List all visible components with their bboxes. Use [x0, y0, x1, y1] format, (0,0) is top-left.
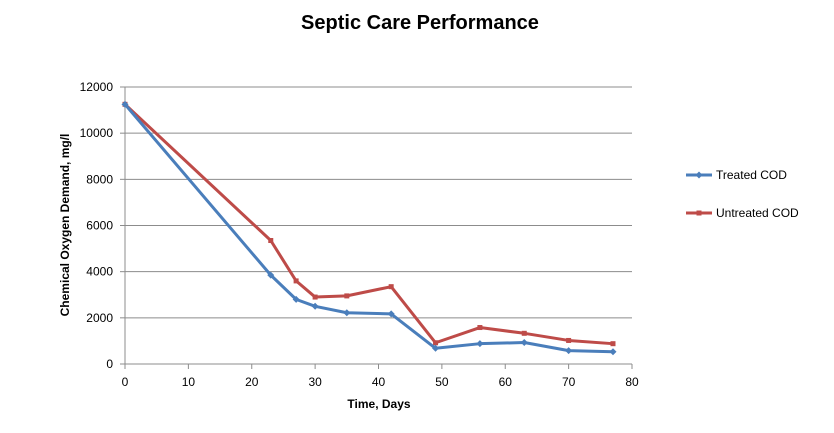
data-point: [432, 344, 440, 352]
legend-label: Untreated COD: [716, 206, 799, 220]
data-point: [292, 295, 300, 303]
data-point: [388, 284, 394, 290]
data-point: [268, 238, 274, 244]
legend-item: Treated COD: [686, 168, 787, 182]
x-tick-label: 0: [122, 375, 129, 389]
data-point: [521, 330, 527, 336]
y-tick-label: 4000: [86, 265, 113, 279]
y-tick-label: 2000: [86, 311, 113, 325]
data-point: [609, 348, 617, 356]
y-axis-label: Chemical Oxygen Demand, mg/l: [58, 134, 72, 317]
x-tick-label: 10: [182, 375, 196, 389]
legend-item: Untreated COD: [686, 206, 799, 220]
data-point: [121, 100, 129, 108]
y-tick-label: 0: [106, 357, 113, 371]
x-tick-label: 70: [562, 375, 576, 389]
data-point: [520, 339, 528, 347]
y-tick-label: 12000: [80, 80, 114, 94]
data-point: [433, 340, 439, 346]
legend-label: Treated COD: [716, 168, 787, 182]
series-line: [123, 103, 614, 346]
y-tick-label: 8000: [86, 172, 113, 186]
series-treated-cod: [121, 100, 617, 356]
x-tick-label: 80: [625, 375, 639, 389]
legend-marker: [696, 210, 702, 216]
data-point: [566, 337, 572, 343]
legend-marker: [695, 171, 703, 179]
series-untreated-cod: [122, 101, 616, 347]
x-tick-label: 50: [435, 375, 449, 389]
series-layer: [121, 100, 617, 356]
data-point: [565, 347, 573, 355]
gridlines: [125, 86, 632, 319]
x-tick-label: 20: [245, 375, 259, 389]
data-point: [312, 294, 318, 300]
x-tick-label: 30: [308, 375, 322, 389]
x-axis-label: Time, Days: [347, 397, 410, 411]
x-tick-labels: 0 10 20 30 40 50 60 70 80: [122, 375, 639, 389]
y-tick-label: 6000: [86, 219, 113, 233]
data-point: [311, 302, 319, 310]
x-tick-label: 60: [499, 375, 513, 389]
axes: [120, 86, 633, 369]
x-tick-label: 40: [372, 375, 386, 389]
data-point: [293, 278, 299, 284]
data-point: [476, 340, 484, 348]
data-point: [387, 310, 395, 318]
y-tick-label: 10000: [80, 126, 114, 140]
legend: Treated COD Untreated COD: [686, 168, 799, 220]
data-point: [477, 325, 483, 331]
y-tick-labels: 0 2000 4000 6000 8000 10000 12000: [80, 80, 114, 371]
series-line: [123, 103, 614, 354]
data-point: [610, 341, 616, 347]
chart-title: Septic Care Performance: [301, 12, 539, 34]
data-point: [267, 271, 275, 279]
data-point: [344, 293, 350, 299]
data-point: [343, 309, 351, 317]
